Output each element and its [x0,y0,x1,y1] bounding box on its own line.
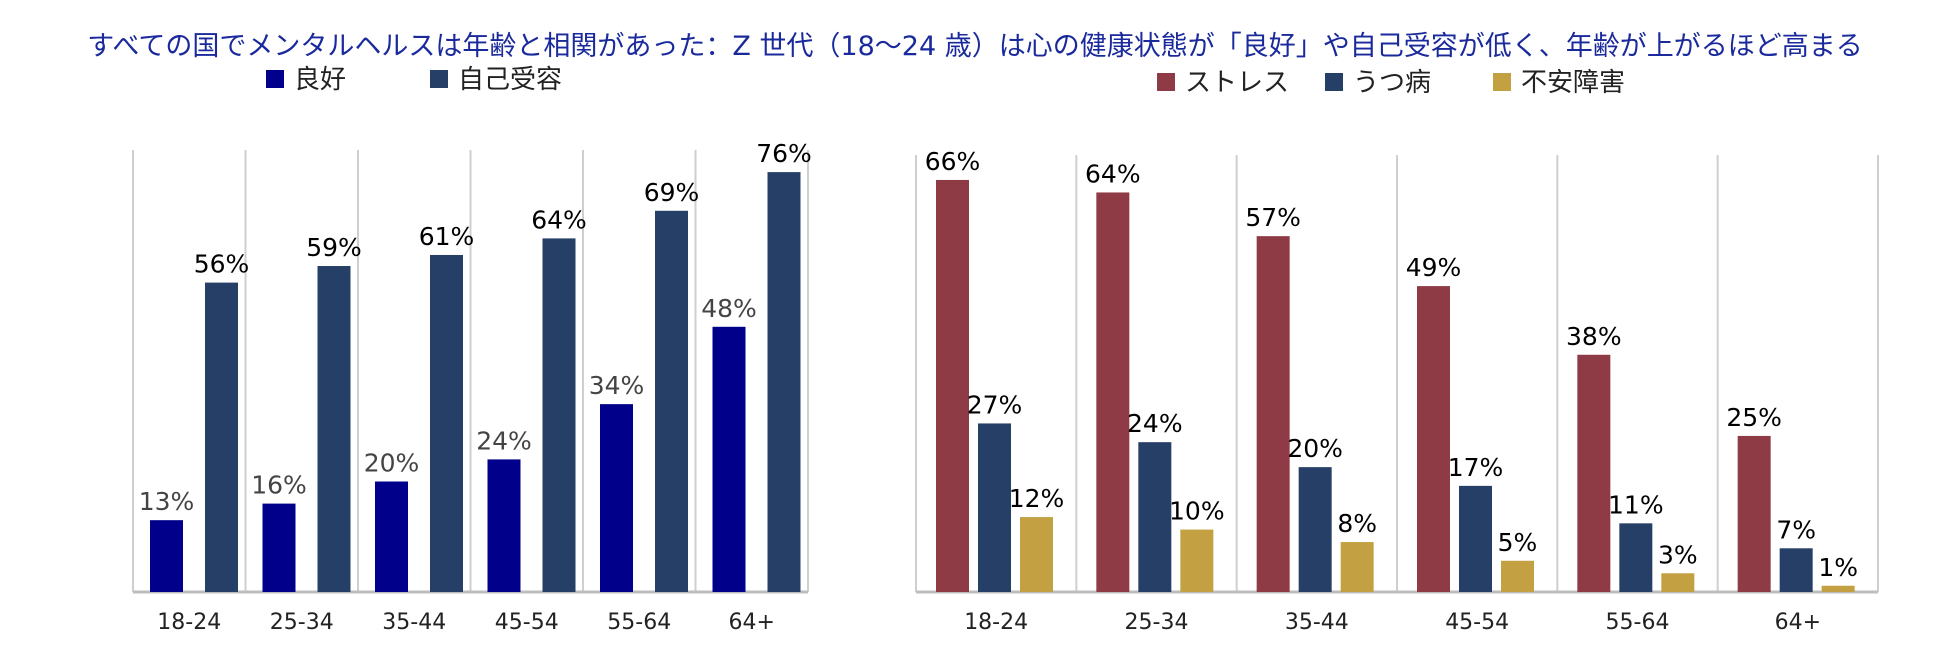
page-title: すべての国でメンタルヘルスは年齢と相関があった：Z 世代（18～24 歳）は心の… [87,31,1863,62]
right-bar-64+-不安障害 [1821,585,1855,592]
right-tick-label-25-34: 25-34 [1125,610,1189,635]
right-bar-55-64-うつ病 [1619,523,1653,592]
left-value-label-45-54-良好: 24% [476,426,532,455]
left-bar-35-44-良好 [375,481,408,592]
right-value-label-35-44-不安障害: 8% [1337,509,1377,538]
right-tick-label-45-54: 45-54 [1445,610,1509,635]
left-value-label-55-64-良好: 34% [589,371,645,400]
left-value-label-18-24-自己受容: 56% [194,250,250,279]
left-bar-25-34-自己受容 [317,266,351,592]
right-bar-55-64-不安障害 [1661,573,1695,592]
right-value-label-64+-ストレス: 25% [1726,403,1782,432]
right-tick-label-55-64: 55-64 [1606,610,1670,635]
right-bar-35-44-不安障害 [1340,542,1374,592]
right-bar-55-64-ストレス [1577,354,1611,592]
right-legend-swatch-不安障害 [1493,73,1511,91]
left-bar-45-54-良好 [487,459,521,592]
left-legend-label-自己受容: 自己受容 [458,65,562,95]
right-value-label-55-64-不安障害: 3% [1658,540,1698,569]
right-value-label-25-34-ストレス: 64% [1085,159,1141,188]
left-value-label-35-44-自己受容: 61% [419,222,475,251]
right-bar-25-34-うつ病 [1138,442,1172,592]
left-value-label-64+-自己受容: 76% [756,139,812,168]
left-bar-25-34-良好 [262,503,296,592]
left-value-label-64+-良好: 48% [701,294,757,323]
left-bar-55-64-良好 [600,404,633,592]
right-bar-18-24-不安障害 [1020,517,1053,592]
left-tick-label-55-64: 55-64 [607,610,671,635]
right-bar-45-54-ストレス [1417,286,1450,592]
right-legend-label-うつ病: うつ病 [1353,68,1431,98]
right-tick-label-64+: 64+ [1775,610,1821,635]
left-bar-45-54-自己受容 [542,238,576,592]
right-value-label-35-44-ストレス: 57% [1245,203,1301,232]
left-bar-18-24-良好 [150,520,183,592]
left-bar-55-64-自己受容 [655,210,688,592]
left-legend-swatch-自己受容 [430,70,448,88]
right-legend-label-ストレス: ストレス [1185,68,1289,98]
right-value-label-25-34-不安障害: 10% [1169,497,1225,526]
right-tick-label-35-44: 35-44 [1285,610,1349,635]
right-bar-35-44-うつ病 [1298,467,1332,592]
left-legend-swatch-良好 [266,70,284,88]
left-tick-label-35-44: 35-44 [382,610,446,635]
right-value-label-55-64-ストレス: 38% [1566,322,1622,351]
left-tick-label-45-54: 45-54 [495,610,559,635]
left-value-label-35-44-良好: 20% [364,449,420,478]
right-legend-swatch-ストレス [1157,73,1175,91]
left-tick-label-64+: 64+ [729,610,775,635]
left-legend-label-良好: 良好 [294,65,346,95]
right-value-label-45-54-うつ病: 17% [1448,453,1504,482]
right-bar-45-54-不安障害 [1501,560,1534,592]
right-legend-label-不安障害: 不安障害 [1521,68,1625,98]
left-bar-64+-良好 [712,326,746,592]
left-bar-18-24-自己受容 [205,282,238,592]
right-bar-18-24-うつ病 [978,423,1011,592]
right-value-label-45-54-ストレス: 49% [1406,253,1462,282]
left-bar-64+-自己受容 [767,172,801,592]
left-value-label-25-34-良好: 16% [251,471,307,500]
right-value-label-18-24-ストレス: 66% [925,147,981,176]
right-bar-64+-うつ病 [1779,548,1813,592]
right-chart: 66% 27% 12% 18-24 64% 24% 10% 25-34 57% 20% 8% 35-4… [915,68,1879,635]
right-legend-swatch-うつ病 [1325,73,1343,91]
left-tick-label-18-24: 18-24 [157,610,221,635]
left-value-label-55-64-自己受容: 69% [644,178,700,207]
right-value-label-35-44-うつ病: 20% [1287,434,1343,463]
left-tick-label-25-34: 25-34 [270,610,334,635]
left-value-label-25-34-自己受容: 59% [306,233,362,262]
right-value-label-25-34-うつ病: 24% [1127,409,1183,438]
right-value-label-18-24-不安障害: 12% [1009,484,1065,513]
right-value-label-64+-うつ病: 7% [1776,515,1816,544]
right-bar-25-34-不安障害 [1180,529,1214,592]
right-value-label-45-54-不安障害: 5% [1498,528,1538,557]
left-value-label-45-54-自己受容: 64% [531,205,587,234]
left-bar-35-44-自己受容 [430,254,463,592]
right-bar-35-44-ストレス [1256,236,1290,592]
left-value-label-18-24-良好: 13% [139,487,195,516]
right-bar-45-54-うつ病 [1459,485,1492,592]
right-tick-label-18-24: 18-24 [964,610,1028,635]
right-value-label-55-64-うつ病: 11% [1608,490,1664,519]
right-bar-25-34-ストレス [1096,192,1130,592]
right-bar-64+-ストレス [1737,435,1771,592]
right-bar-18-24-ストレス [936,179,969,592]
left-chart: 13% 56% 18-24 16% 59% 25-34 20% 61% 35-44 24% 64% 4… [132,65,812,635]
right-value-label-18-24-うつ病: 27% [967,390,1023,419]
right-value-label-64+-不安障害: 1% [1818,553,1858,582]
